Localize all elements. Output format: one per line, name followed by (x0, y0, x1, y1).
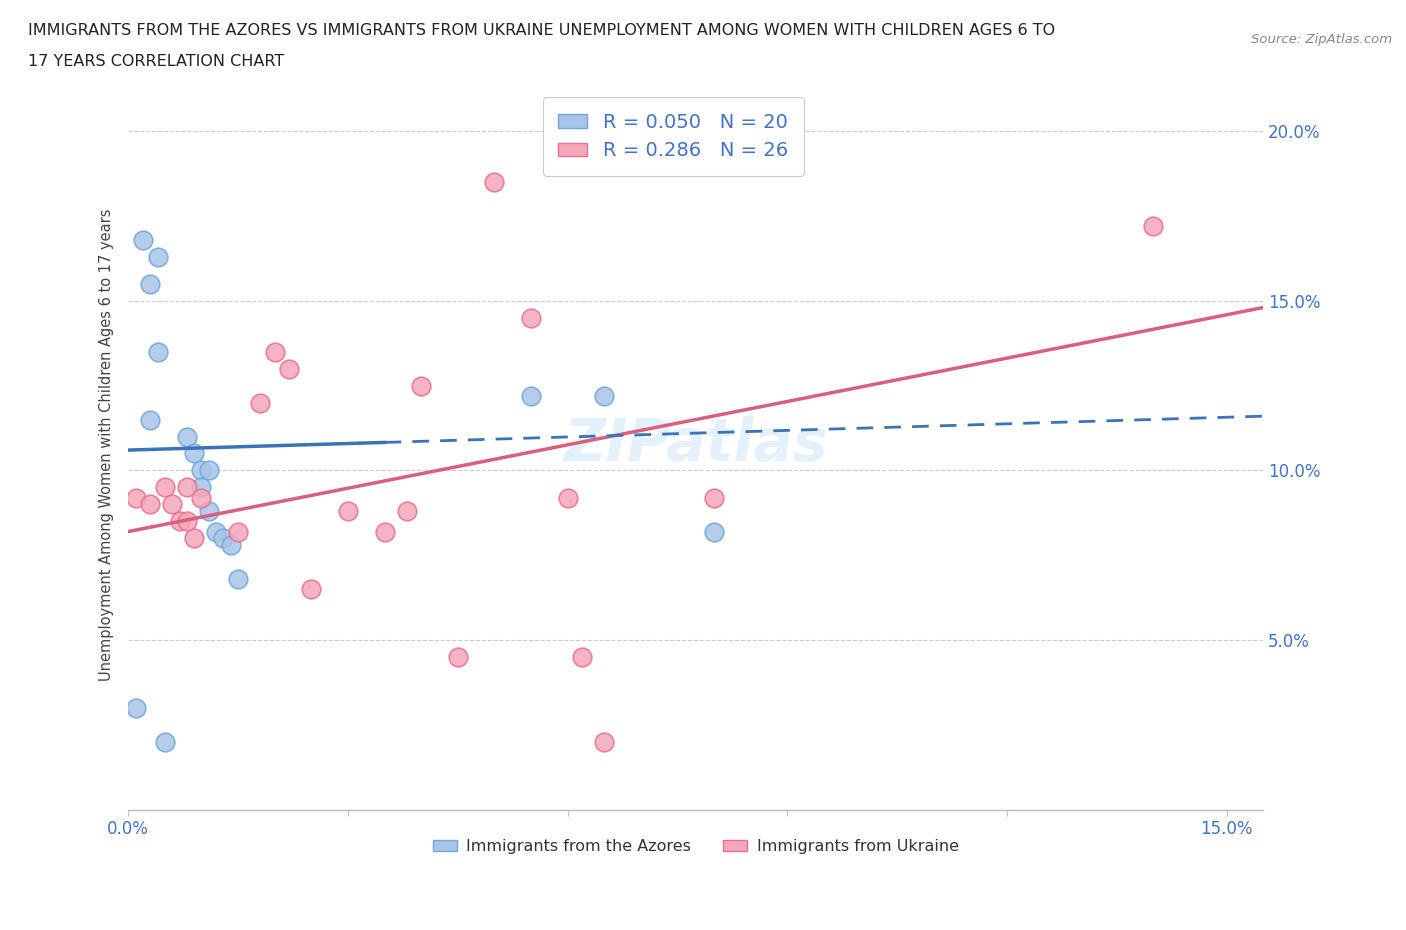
Point (520, 389, 543, 404)
Point (139, 497, 162, 512)
Point (395, 504, 418, 519)
Point (226, 572, 249, 587)
Point (571, 650, 593, 665)
Point (190, 490, 212, 505)
Point (176, 514, 198, 529)
Point (153, 480, 176, 495)
Point (169, 514, 191, 529)
Point (139, 412, 162, 427)
Point (153, 735, 176, 750)
Point (146, 249, 169, 264)
Point (278, 361, 301, 376)
Point (520, 311, 543, 325)
Y-axis label: Unemployment Among Women with Children Ages 6 to 17 years: Unemployment Among Women with Children A… (100, 208, 114, 682)
Point (593, 389, 616, 404)
Point (374, 525, 396, 539)
Point (183, 531, 205, 546)
Legend: Immigrants from the Azores, Immigrants from Ukraine: Immigrants from the Azores, Immigrants f… (426, 832, 965, 860)
Point (336, 504, 359, 519)
Point (124, 490, 146, 505)
Point (299, 582, 322, 597)
Point (190, 463, 212, 478)
Point (176, 429, 198, 444)
Point (703, 490, 725, 505)
Point (226, 525, 249, 539)
Point (190, 480, 212, 495)
Point (160, 497, 183, 512)
Point (703, 525, 725, 539)
Text: Source: ZipAtlas.com: Source: ZipAtlas.com (1251, 33, 1392, 46)
Point (205, 525, 228, 539)
Point (1142, 219, 1164, 233)
Point (139, 276, 162, 291)
Point (183, 446, 205, 461)
Point (219, 538, 242, 552)
Point (176, 480, 198, 495)
Text: 17 YEARS CORRELATION CHART: 17 YEARS CORRELATION CHART (28, 54, 284, 69)
Point (249, 395, 271, 410)
Point (484, 175, 506, 190)
Point (557, 490, 579, 505)
Point (146, 344, 169, 359)
Point (593, 735, 616, 750)
Point (263, 344, 285, 359)
Point (212, 531, 235, 546)
Point (447, 650, 470, 665)
Text: ZIPatlas: ZIPatlas (564, 417, 828, 473)
Point (198, 463, 221, 478)
Point (411, 379, 433, 393)
Text: IMMIGRANTS FROM THE AZORES VS IMMIGRANTS FROM UKRAINE UNEMPLOYMENT AMONG WOMEN W: IMMIGRANTS FROM THE AZORES VS IMMIGRANTS… (28, 23, 1056, 38)
Point (132, 232, 155, 247)
Point (124, 700, 146, 715)
Point (198, 504, 221, 519)
